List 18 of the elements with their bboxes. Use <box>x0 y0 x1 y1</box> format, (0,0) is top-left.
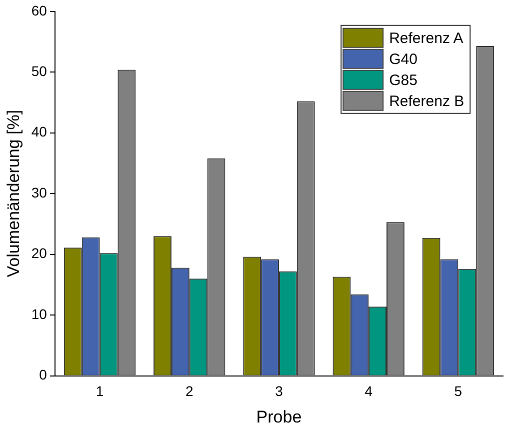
y-tick-label: 20 <box>31 245 48 262</box>
legend-label: G40 <box>389 51 418 68</box>
legend-label: G85 <box>389 72 418 90</box>
x-tick-label: 1 <box>96 383 104 400</box>
legend-label: Referenz A <box>389 30 464 48</box>
legend-label: Referenz B <box>389 93 464 110</box>
y-tick-label: 30 <box>31 184 48 200</box>
y-tick-label: 60 <box>31 2 48 18</box>
x-axis-title: Probe <box>256 407 302 426</box>
y-tick-label: 40 <box>31 124 48 140</box>
x-tick-label: 3 <box>275 383 284 400</box>
x-tick-label: 4 <box>364 383 373 400</box>
y-tick-label: 10 <box>31 306 48 322</box>
x-tick-label: 5 <box>454 383 462 400</box>
y-tick-label: 50 <box>31 62 48 79</box>
y-axis-title: Volumenänderung [%] <box>4 110 23 278</box>
y-tick-label: 0 <box>39 366 48 383</box>
x-tick-label: 2 <box>185 383 194 400</box>
